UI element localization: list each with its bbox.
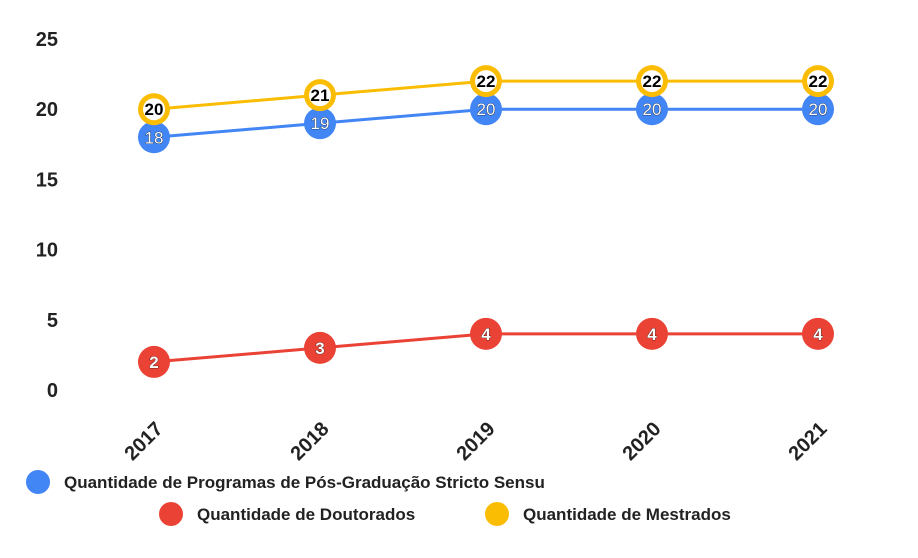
y-tick-label: 20: [36, 99, 58, 121]
y-tick-label: 25: [36, 29, 58, 51]
legend-label-mestrados: Quantidade de Mestrados: [523, 505, 731, 524]
data-label: 20: [809, 100, 828, 119]
x-tick-label: 2018: [287, 418, 334, 465]
legend-item-mestrados[interactable]: Quantidade de Mestrados: [485, 502, 731, 526]
x-tick-label: 2021: [785, 418, 832, 465]
data-point-inner: [475, 70, 497, 93]
series-programas: 18 19 20 20 20: [138, 93, 834, 154]
data-label: 4: [647, 325, 657, 344]
legend-marker-doutorados: [159, 502, 183, 526]
data-label: 4: [481, 325, 491, 344]
legend-label-programas: Quantidade de Programas de Pós-Graduação…: [64, 473, 545, 492]
data-point[interactable]: [802, 317, 834, 350]
data-point-inner: [309, 84, 331, 107]
data-point-inner: [807, 70, 829, 93]
data-label: 20: [145, 100, 164, 119]
data-label: 3: [315, 339, 324, 358]
y-tick-label: 5: [47, 310, 58, 332]
y-tick-label: 0: [47, 380, 58, 402]
data-point[interactable]: [636, 317, 668, 350]
data-label: 21: [311, 86, 330, 105]
legend-item-programas[interactable]: Quantidade de Programas de Pós-Graduação…: [26, 470, 545, 494]
data-point[interactable]: [138, 121, 170, 154]
data-label: 18: [145, 128, 164, 147]
data-point[interactable]: [470, 317, 502, 350]
data-label: 2: [149, 353, 158, 372]
y-tick-label: 10: [36, 240, 58, 262]
series-doutorados: 2 3 4 4 4: [138, 317, 834, 378]
data-label: 4: [813, 325, 823, 344]
legend-label-doutorados: Quantidade de Doutorados: [197, 505, 415, 524]
data-point[interactable]: [470, 93, 502, 126]
y-axis: 0 5 10 15 20 25: [36, 29, 58, 402]
legend-item-doutorados[interactable]: Quantidade de Doutorados: [159, 502, 415, 526]
x-tick-label: 2020: [619, 418, 666, 465]
legend-marker-programas: [26, 470, 50, 494]
x-axis: 2017 2018 2019 2020 2021: [121, 418, 832, 465]
data-label: 20: [477, 100, 496, 119]
series-layer: 18 19 20 20 20 2 3 4 4 4 20 21 22 22 22: [138, 65, 834, 378]
data-point[interactable]: [304, 107, 336, 140]
legend: Quantidade de Programas de Pós-Graduação…: [26, 470, 731, 526]
data-point-inner: [641, 70, 663, 93]
data-point[interactable]: [802, 93, 834, 126]
legend-marker-mestrados: [485, 502, 509, 526]
data-label: 22: [643, 72, 662, 91]
x-tick-label: 2019: [453, 418, 500, 465]
y-tick-label: 15: [36, 169, 58, 191]
data-point[interactable]: [636, 93, 668, 126]
data-label: 22: [477, 72, 496, 91]
data-point[interactable]: [138, 345, 170, 378]
data-point[interactable]: [304, 331, 336, 364]
data-label: 22: [809, 72, 828, 91]
series-mestrados: 20 21 22 22 22: [138, 65, 834, 126]
x-tick-label: 2017: [121, 418, 168, 465]
data-label: 19: [311, 114, 330, 133]
data-label: 20: [643, 100, 662, 119]
data-point-inner: [143, 98, 165, 121]
